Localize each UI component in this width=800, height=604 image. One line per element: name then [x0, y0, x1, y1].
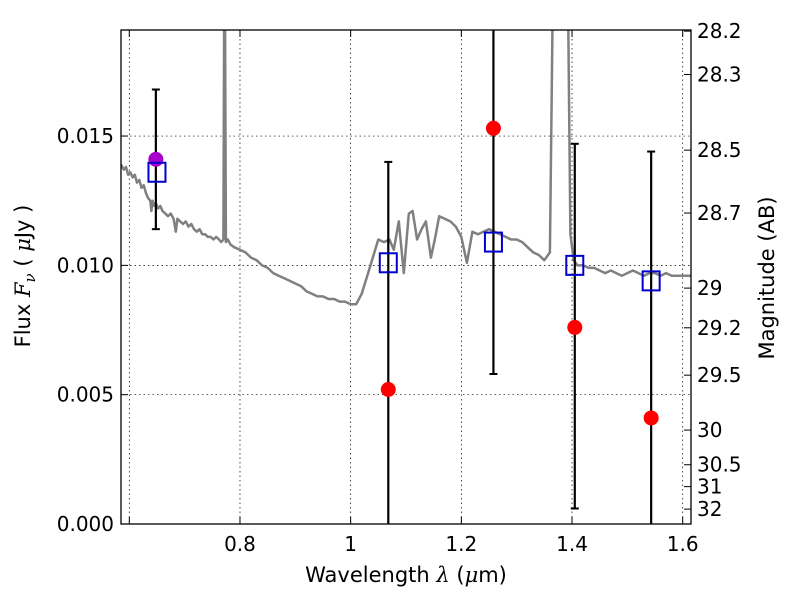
observed-flux-point	[567, 319, 583, 335]
y-tick-labels: 0.000 0.005 0.010 0.015	[57, 124, 114, 536]
plot-frame	[120, 29, 692, 525]
magnitude-tick-label: 31	[697, 475, 722, 499]
magnitude-tick-label: 32	[697, 497, 722, 521]
observed-flux-point	[643, 410, 659, 426]
x-tick-label: 1.6	[667, 532, 699, 556]
magnitude-tick-label: 28.5	[697, 138, 742, 162]
model-photometry-square	[147, 161, 167, 183]
sed-model-line	[121, 30, 691, 306]
y-tick-label: 0.000	[57, 512, 114, 536]
x-tick-label: 1	[344, 532, 357, 556]
x-tick-labels: 0.8 1 1.2 1.4 1.6	[224, 532, 699, 556]
observed-points	[148, 120, 659, 426]
x-tick-label: 1.4	[556, 532, 588, 556]
model-photometry-square	[641, 270, 661, 292]
x-tick-label: 1.2	[445, 532, 477, 556]
y-tick-label: 0.005	[57, 383, 114, 407]
model-photometry-square	[378, 252, 398, 274]
model-photometry-squares	[147, 161, 661, 292]
magnitude-tick-label: 29	[697, 276, 722, 300]
magnitude-tick-label: 30.5	[697, 453, 742, 477]
sed-model-layer	[121, 30, 691, 306]
y-axis-title: Flux Fν ( μJy )	[11, 205, 39, 348]
magnitude-tick-label: 28.2	[697, 19, 742, 43]
model-photometry-square	[483, 231, 503, 253]
observed-flux-point	[485, 120, 501, 136]
plot-background	[121, 30, 691, 524]
magnitude-tick-label: 30	[697, 418, 722, 442]
observed-flux-point	[148, 151, 164, 167]
axis-ticks	[121, 30, 691, 525]
magnitude-tick-label: 28.3	[697, 63, 742, 87]
magnitude-axis-title: Magnitude (AB)	[755, 196, 779, 359]
model-photometry-square	[565, 254, 585, 276]
magnitude-tick-label: 29.2	[697, 316, 742, 340]
x-tick-label: 0.8	[224, 532, 256, 556]
y-tick-label: 0.010	[57, 253, 114, 277]
y-tick-label: 0.015	[57, 124, 114, 148]
magnitude-tick-label: 29.5	[697, 363, 742, 387]
magnitude-tick-label: 28.7	[697, 201, 742, 225]
observed-flux-point	[380, 382, 396, 398]
x-axis-title: Wavelength λ (μm)	[305, 563, 507, 587]
